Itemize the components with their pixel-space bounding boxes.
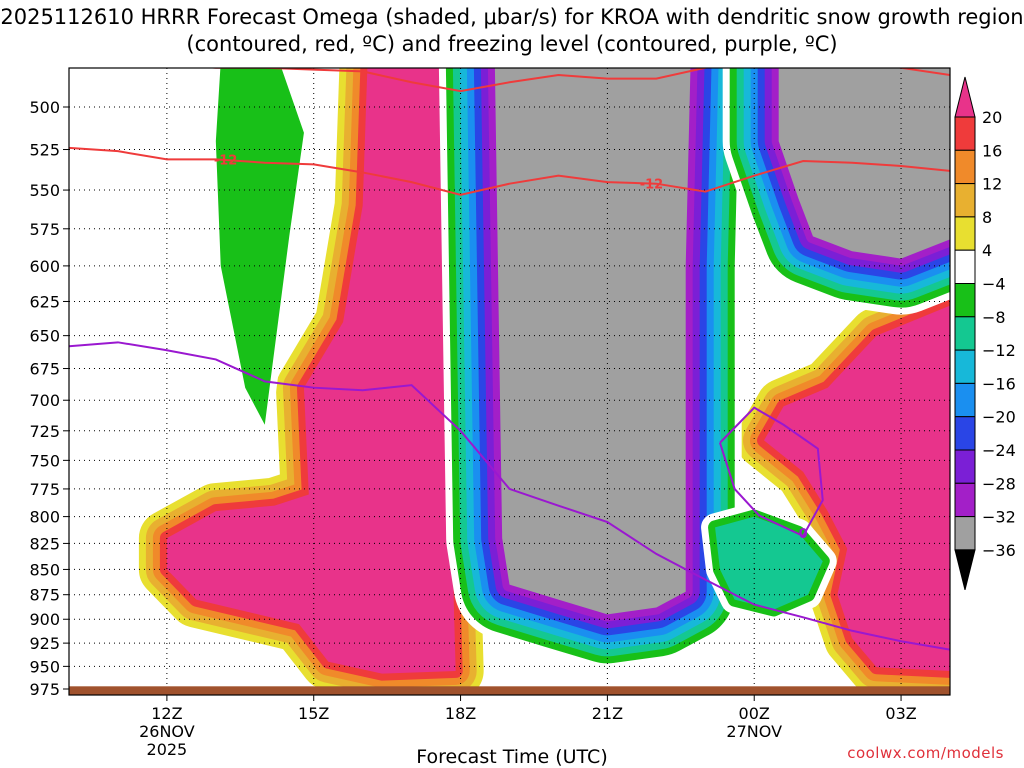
ytick-label-725: 725	[29, 422, 60, 441]
plot-area: -12 -12 0	[69, 68, 950, 695]
colorbar-box-3	[954, 183, 976, 218]
colorbar-label-0: 20	[982, 108, 1002, 127]
colorbar-label-10: −24	[982, 441, 1016, 460]
colorbar-box-8	[954, 349, 976, 384]
colorbar-box-12	[954, 482, 976, 518]
ground-surface	[69, 686, 950, 695]
omega-band-20	[166, 68, 456, 674]
ytick-label-900: 900	[29, 610, 60, 629]
colorbar: 20 16 12 8 4 −4 −8 −12 −16 −20 −24 −28 −32 −36	[954, 76, 1016, 591]
omega-band--8	[215, 68, 304, 425]
ytick-label-925: 925	[29, 634, 60, 653]
contour-label-freezing: 0	[799, 527, 808, 542]
colorbar-label-12: −32	[982, 508, 1016, 527]
xtick-label-00Z: 00Z	[739, 704, 770, 723]
omega-region-4	[701, 502, 837, 624]
colorbar-box-10	[954, 416, 976, 451]
xtick-sublabel-12Z-0: 26NOV	[139, 722, 195, 741]
colorbar-label-5: −4	[982, 275, 1006, 294]
colorbar-label-9: −20	[982, 408, 1016, 427]
colorbar-box-2	[954, 149, 976, 185]
omega-region-5	[208, 68, 311, 432]
colorbar-label-13: −36	[982, 541, 1016, 560]
colorbar-box-1	[954, 116, 976, 151]
xtick-label-03Z: 03Z	[885, 704, 916, 723]
omega-region-1	[736, 277, 950, 695]
chart-title: 2025112610 HRRR Forecast Omega (shaded, …	[0, 5, 1024, 56]
contour-freezing-level	[69, 341, 950, 651]
colorbar-label-3: 8	[982, 208, 992, 227]
xtick-sublabel-00Z-0: 27NOV	[726, 722, 782, 741]
contours: -12 -12 0	[69, 68, 950, 651]
ytick-label-700: 700	[29, 391, 60, 410]
colorbar-top-arrow	[954, 76, 976, 118]
watermark-credit: coolwx.com/models	[847, 744, 1004, 762]
colorbar-label-8: −16	[982, 374, 1016, 393]
ytick-label-500: 500	[29, 98, 60, 117]
colorbar-label-2: 12	[982, 175, 1002, 194]
colorbar-box-11	[954, 449, 976, 484]
contour-freezing-loop	[719, 406, 824, 538]
colorbar-box-7	[954, 316, 976, 351]
ytick-label-850: 850	[29, 560, 60, 579]
colorbar-box-6	[954, 283, 976, 318]
contour-dendritic-top	[205, 68, 950, 93]
ytick-label-950: 950	[29, 657, 60, 676]
colorbar-label-1: 16	[982, 141, 1002, 160]
colorbar-box-5	[954, 249, 976, 284]
pressure-axis: 500 525 550 575 600 625 650 675 700 725 750 775 800 8…	[29, 98, 69, 699]
omega-region-2	[438, 68, 747, 671]
colorbar-label-11: −28	[982, 474, 1016, 493]
ytick-label-600: 600	[29, 257, 60, 276]
ytick-label-625: 625	[29, 292, 60, 311]
ytick-label-775: 775	[29, 480, 60, 499]
ytick-label-575: 575	[29, 220, 60, 239]
ytick-label-825: 825	[29, 534, 60, 553]
ytick-label-800: 800	[29, 508, 60, 527]
contour-label-dendritic-1: -12	[214, 153, 238, 168]
xtick-label-18Z: 18Z	[445, 704, 476, 723]
omega-band--36	[494, 68, 691, 615]
ytick-label-650: 650	[29, 327, 60, 346]
omega-band--12	[715, 516, 823, 610]
xtick-label-12Z: 12Z	[151, 704, 182, 723]
ytick-label-875: 875	[29, 586, 60, 605]
xtick-label-21Z: 21Z	[592, 704, 623, 723]
colorbar-label-6: −8	[982, 308, 1006, 327]
colorbar-box-13	[954, 516, 976, 551]
ytick-label-975: 975	[29, 680, 60, 699]
colorbar-bottom-arrow	[954, 549, 976, 591]
colorbar-label-7: −12	[982, 341, 1016, 360]
plot-frame	[68, 67, 951, 696]
colorbar-label-4: 4	[982, 241, 992, 260]
ytick-label-550: 550	[29, 181, 60, 200]
ytick-label-675: 675	[29, 360, 60, 379]
xtick-sublabel-12Z-1: 2025	[147, 740, 188, 759]
ytick-label-750: 750	[29, 451, 60, 470]
ytick-label-525: 525	[29, 141, 60, 160]
xtick-label-15Z: 15Z	[298, 704, 329, 723]
colorbar-box-9	[954, 382, 976, 418]
contour-dendritic-bottom	[69, 146, 950, 196]
omega-band-20	[764, 305, 950, 671]
omega-region-0	[138, 68, 484, 695]
contour-label-dendritic-2: -12	[640, 178, 664, 193]
colorbar-box-4	[954, 216, 976, 251]
x-axis-label: Forecast Time (UTC)	[416, 746, 608, 768]
omega-shading	[138, 68, 950, 695]
